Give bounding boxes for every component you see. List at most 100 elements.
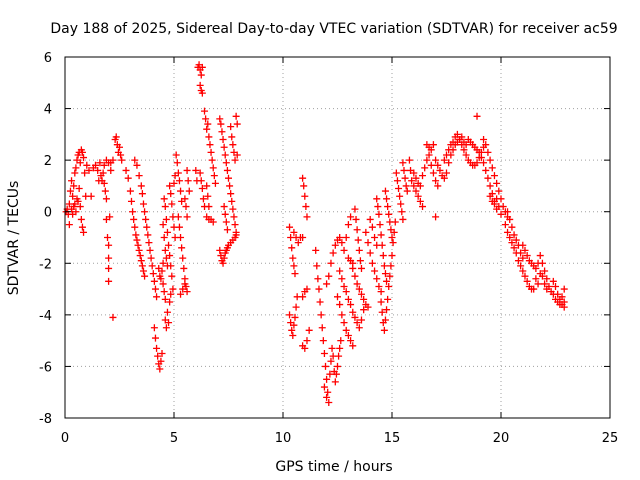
data-point (560, 303, 568, 311)
data-point (169, 285, 177, 293)
data-point (92, 161, 100, 169)
data-point (340, 319, 348, 327)
data-point (135, 246, 143, 254)
data-point (541, 267, 549, 275)
data-point (499, 203, 507, 211)
data-point (209, 164, 217, 172)
data-point (286, 223, 294, 231)
data-point (360, 306, 368, 314)
data-point (158, 350, 166, 358)
data-point (129, 208, 137, 216)
data-point (497, 210, 505, 218)
data-point (402, 182, 410, 190)
data-point (383, 277, 391, 285)
data-point (228, 133, 236, 141)
data-point (302, 203, 310, 211)
data-point (208, 156, 216, 164)
data-point (423, 156, 431, 164)
data-point (558, 293, 566, 301)
data-point (70, 182, 78, 190)
x-tick-label: 10 (275, 431, 292, 446)
data-point (133, 236, 141, 244)
data-point (344, 295, 352, 303)
data-point (303, 337, 311, 345)
data-point (434, 161, 442, 169)
data-point (134, 241, 142, 249)
data-point (353, 319, 361, 327)
data-point (380, 262, 388, 270)
data-point (109, 156, 117, 164)
data-point (484, 174, 492, 182)
data-point (403, 187, 411, 195)
data-point (480, 136, 488, 144)
data-point (384, 295, 392, 303)
data-point (232, 231, 240, 239)
data-point (347, 213, 355, 221)
data-point (389, 239, 397, 247)
data-point (541, 280, 549, 288)
data-point (519, 267, 527, 275)
data-point (366, 215, 374, 223)
data-point (199, 195, 207, 203)
data-point (549, 277, 557, 285)
data-point (543, 275, 551, 283)
data-point (183, 166, 191, 174)
x-tick-label: 5 (170, 431, 178, 446)
data-point (504, 208, 512, 216)
data-point (159, 259, 167, 267)
data-point (366, 249, 374, 257)
data-point (220, 203, 228, 211)
data-point (340, 246, 348, 254)
data-point (151, 334, 159, 342)
data-point (226, 182, 234, 190)
data-point (158, 267, 166, 275)
data-point (421, 164, 429, 172)
data-point (228, 197, 236, 205)
data-point (305, 326, 313, 334)
data-point (396, 192, 404, 200)
data-point (410, 182, 418, 190)
data-point (80, 154, 88, 162)
data-point (408, 177, 416, 185)
data-point (349, 342, 357, 350)
data-point (316, 298, 324, 306)
data-point (222, 159, 230, 167)
data-point (231, 221, 239, 229)
plot-frame (64, 56, 611, 419)
data-point (210, 172, 218, 180)
data-point (443, 151, 450, 159)
data-point (351, 205, 359, 213)
data-point (368, 223, 376, 231)
data-point (432, 156, 440, 164)
data-point (501, 221, 509, 229)
data-point (386, 272, 394, 280)
data-point (118, 156, 126, 164)
data-point (432, 177, 440, 185)
data-point (177, 187, 185, 195)
data-point (353, 226, 361, 234)
data-point (440, 156, 448, 164)
data-point (388, 252, 396, 260)
data-point (380, 326, 388, 334)
data-point (512, 236, 520, 244)
data-point (233, 120, 241, 128)
data-point (443, 169, 450, 177)
data-point (222, 218, 230, 226)
data-point (530, 285, 538, 293)
data-point (317, 311, 325, 319)
data-point (328, 344, 336, 352)
data-point (149, 270, 157, 278)
data-point (289, 254, 297, 262)
data-point (124, 174, 132, 182)
data-point (352, 215, 360, 223)
data-point (356, 257, 364, 265)
data-point (314, 275, 322, 283)
data-point (162, 254, 170, 262)
data-point (221, 210, 229, 218)
data-point (167, 190, 175, 198)
data-point (436, 166, 444, 174)
data-point (378, 241, 386, 249)
data-point (416, 182, 424, 190)
data-point (473, 112, 481, 120)
